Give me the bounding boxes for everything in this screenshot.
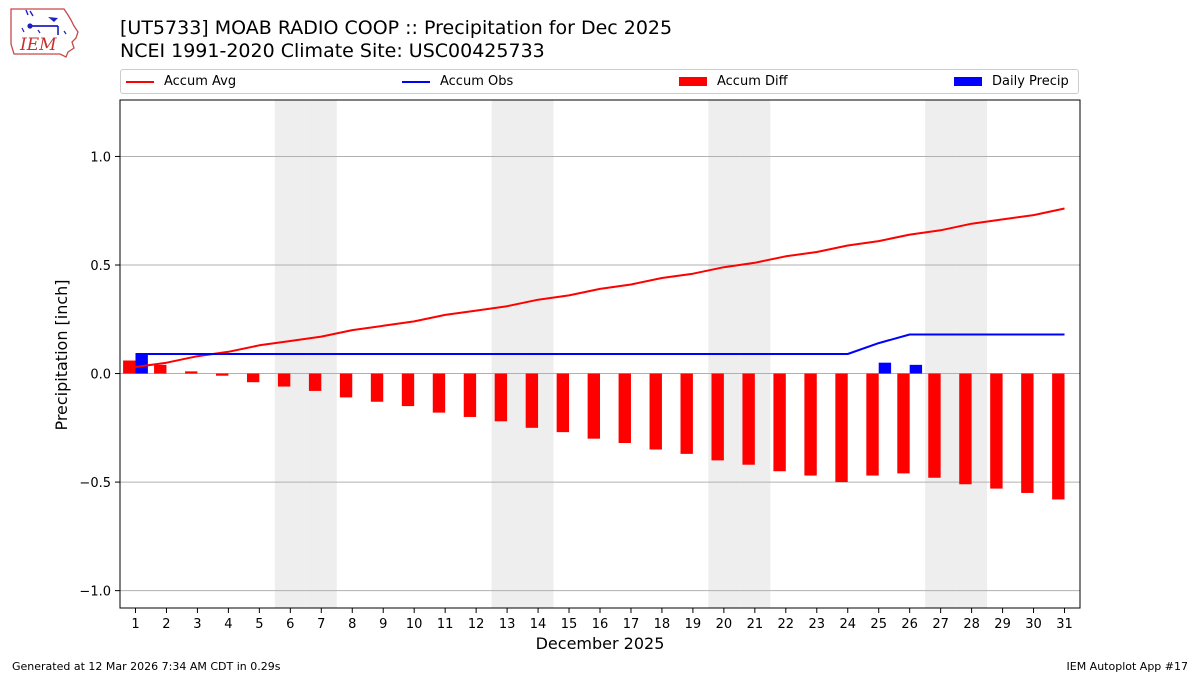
accum-diff-bar-day-31 [1052,373,1065,500]
x-tick-label-10: 10 [406,617,423,632]
iem-logo: IEM [10,8,79,58]
legend-swatch-accum-obs [402,80,430,83]
legend-label-accum-diff: Accum Diff [717,74,788,89]
x-tick-label-4: 4 [224,617,232,632]
accum-diff-bar-day-19 [680,373,693,454]
x-tick-label-2: 2 [162,617,170,632]
legend-item-daily-precip: Daily Precip [954,70,1069,93]
x-axis-label: December 2025 [536,634,665,653]
x-tick-label-14: 14 [530,617,547,632]
x-tick-label-23: 23 [809,617,826,632]
accum-diff-bar-day-3 [185,371,198,374]
x-tick-label-24: 24 [839,617,856,632]
x-tick-label-19: 19 [685,617,702,632]
x-tick-label-30: 30 [1025,617,1042,632]
y-tick-label-0: −1.0 [79,585,111,600]
accum-diff-bar-day-26 [897,373,910,474]
legend-label-accum-obs: Accum Obs [440,74,514,89]
x-tick-label-28: 28 [963,617,980,632]
x-tick-label-1: 1 [131,617,139,632]
accum-diff-bar-day-10 [401,373,415,407]
x-tick-label-15: 15 [561,617,578,632]
x-tick-label-6: 6 [286,617,294,632]
accum-diff-bar-day-16 [587,373,600,439]
x-tick-label-3: 3 [193,617,201,632]
accum-obs-line [135,333,1065,355]
daily-precip-bar-day-25 [878,362,892,374]
legend-swatch-accum-avg [126,80,154,83]
accum-diff-bar-day-30 [1021,373,1034,493]
legend-item-accum-avg: Accum Avg [126,70,236,93]
accum-diff-bar-day-7 [308,373,322,391]
y-axis-label: Precipitation [inch] [52,279,71,430]
legend-swatch-daily-precip [954,77,982,86]
accum-diff-bar-day-8 [339,373,353,398]
legend-label-daily-precip: Daily Precip [992,74,1069,89]
accum-diff-bar-day-27 [928,373,941,478]
x-tick-label-12: 12 [468,617,485,632]
accum-diff-bar-day-2 [154,364,167,374]
daily-precip-bar-day-1 [135,354,148,374]
x-tick-label-22: 22 [778,617,795,632]
app-label: IEM Autoplot App #17 [1066,660,1189,673]
generated-timestamp: Generated at 12 Mar 2026 7:34 AM CDT in … [12,660,281,673]
accum-diff-bar-day-24 [835,373,848,483]
x-tick-label-20: 20 [716,617,733,632]
logo-text: IEM [19,35,57,55]
x-tick-label-7: 7 [317,617,325,632]
x-tick-label-25: 25 [870,617,887,632]
accum-diff-bar-day-28 [959,373,972,485]
accum-diff-bar-day-22 [773,373,786,472]
weekend-band-day-28 [956,100,988,608]
x-tick-label-17: 17 [623,617,640,632]
legend-swatch-accum-diff [679,77,707,86]
accum-diff-bar-day-11 [432,373,446,413]
y-tick-label-4: 1.0 [90,150,111,165]
chart-title-line1: [UT5733] MOAB RADIO COOP :: Precipitatio… [120,17,673,39]
x-tick-label-8: 8 [348,617,356,632]
accum-diff-bar-day-5 [246,373,260,383]
accum-diff-bar-day-23 [804,373,817,476]
accum-diff-bar-day-1 [123,360,136,374]
accum-diff-bar-day-25 [866,373,879,476]
chart-title-line2: NCEI 1991-2020 Climate Site: USC00425733 [120,40,545,62]
accum-diff-bar-day-17 [618,373,631,444]
x-tick-label-16: 16 [592,617,609,632]
accum-diff-bar-day-6 [277,373,291,387]
accum-diff-bar-day-18 [649,373,662,450]
accum-diff-bar-day-12 [463,373,477,417]
accum-diff-bar-day-29 [990,373,1003,489]
x-tick-label-5: 5 [255,617,263,632]
x-tick-label-9: 9 [379,617,387,632]
x-tick-label-18: 18 [654,617,671,632]
x-tick-label-13: 13 [499,617,516,632]
legend-label-accum-avg: Accum Avg [164,74,237,89]
x-tick-label-21: 21 [747,617,764,632]
x-tick-label-31: 31 [1056,617,1073,632]
x-tick-label-11: 11 [437,617,454,632]
accum-diff-bar-day-9 [370,373,384,402]
legend-item-accum-obs: Accum Obs [402,70,513,93]
y-tick-label-1: −0.5 [79,476,111,491]
weekend-band-day-27 [925,100,957,608]
x-tick-label-26: 26 [901,617,918,632]
daily-precip-bar-day-26 [909,364,923,374]
accum-diff-bar-day-20 [711,373,724,461]
accum-diff-bar-day-4 [216,373,229,376]
chart-legend: Accum Avg Accum Obs Accum Diff Daily Pre… [120,69,1079,94]
y-tick-label-3: 0.5 [90,259,111,274]
accum-diff-bar-day-13 [494,373,508,422]
accum-avg-line [135,207,1065,368]
legend-item-accum-diff: Accum Diff [679,70,788,93]
x-tick-label-29: 29 [994,617,1011,632]
accum-diff-bar-day-15 [556,373,570,433]
accum-diff-bar-day-14 [525,373,539,428]
x-tick-label-27: 27 [932,617,949,632]
y-tick-label-2: 0.0 [90,368,111,383]
accum-diff-bar-day-21 [742,373,755,465]
